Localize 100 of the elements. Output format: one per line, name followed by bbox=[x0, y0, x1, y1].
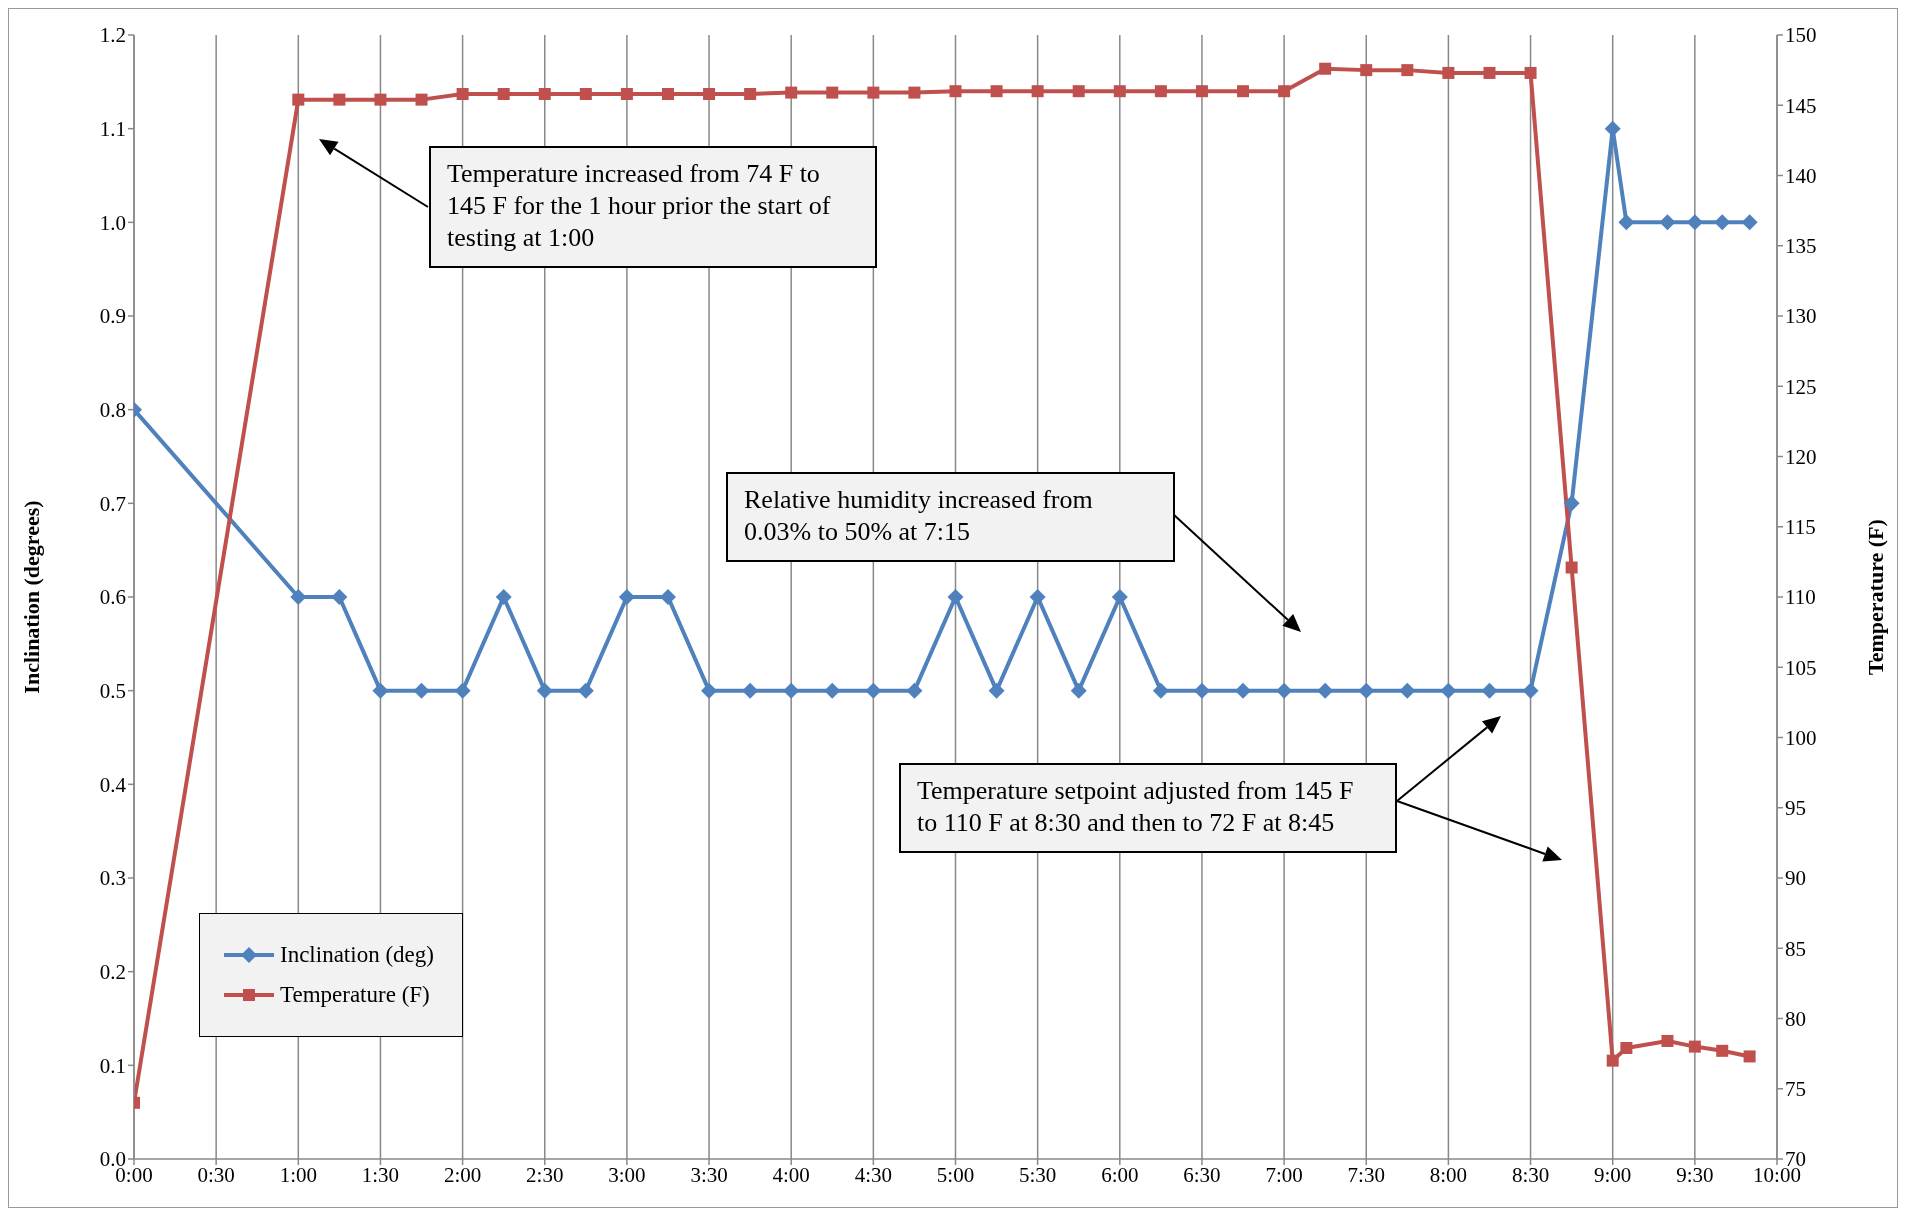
point bbox=[1113, 85, 1126, 98]
x-tick-label: 2:30 bbox=[526, 1162, 564, 1187]
x-tick-label: 5:00 bbox=[936, 1162, 975, 1187]
point bbox=[701, 682, 718, 699]
point bbox=[1440, 682, 1457, 699]
point bbox=[1563, 495, 1580, 512]
point bbox=[456, 88, 469, 101]
point bbox=[1716, 1044, 1729, 1057]
y2-tick-label: 75 bbox=[1785, 1077, 1806, 1102]
point bbox=[1029, 589, 1046, 605]
point bbox=[1620, 1042, 1633, 1055]
legend-label: Temperature (F) bbox=[280, 982, 430, 1008]
point bbox=[1276, 682, 1293, 699]
point bbox=[1278, 85, 1291, 98]
y2-tick-label: 150 bbox=[1785, 23, 1817, 48]
x-tick-label: 4:00 bbox=[772, 1162, 810, 1187]
y2-tick-label: 85 bbox=[1785, 936, 1806, 961]
y-tick-label: 0.2 bbox=[99, 960, 126, 985]
x-tick-label: 7:00 bbox=[1265, 1162, 1303, 1187]
point bbox=[579, 88, 592, 101]
point bbox=[906, 682, 923, 699]
y2-tick-label: 130 bbox=[1785, 304, 1817, 329]
point bbox=[949, 85, 962, 98]
point bbox=[1743, 1050, 1756, 1063]
point bbox=[1237, 85, 1250, 98]
y2-tick-label: 95 bbox=[1785, 796, 1806, 821]
y2-tick-label: 125 bbox=[1785, 374, 1817, 399]
point bbox=[1401, 64, 1414, 77]
point bbox=[1193, 682, 1210, 699]
point bbox=[413, 682, 430, 699]
x-tick-label: 7:30 bbox=[1347, 1162, 1385, 1187]
point bbox=[947, 589, 964, 605]
x-tick-label: 6:30 bbox=[1183, 1162, 1221, 1187]
point bbox=[783, 682, 800, 699]
y2-tick-label: 105 bbox=[1785, 655, 1817, 680]
point bbox=[1606, 1054, 1619, 1067]
point bbox=[1524, 66, 1537, 79]
point bbox=[495, 589, 512, 605]
point bbox=[577, 682, 594, 699]
y2-axis-title: Temperature (F) bbox=[1862, 519, 1888, 675]
point bbox=[1031, 85, 1044, 98]
point bbox=[1483, 66, 1496, 79]
y-tick-label: 0.7 bbox=[99, 491, 126, 516]
point bbox=[1399, 682, 1416, 699]
point bbox=[290, 589, 307, 605]
point bbox=[1659, 214, 1676, 231]
point bbox=[744, 88, 757, 101]
point bbox=[1152, 682, 1169, 699]
point bbox=[536, 682, 553, 699]
point bbox=[1154, 85, 1167, 98]
point bbox=[988, 682, 1005, 699]
point bbox=[661, 88, 674, 101]
point bbox=[292, 93, 305, 106]
point bbox=[415, 93, 428, 106]
y-axis-title: Inclination (degrees) bbox=[18, 500, 44, 694]
point bbox=[497, 88, 510, 101]
x-tick-label: 2:00 bbox=[443, 1162, 482, 1187]
y-tick-label: 1.1 bbox=[99, 117, 126, 142]
point bbox=[867, 86, 880, 99]
x-tick-label: 3:30 bbox=[690, 1162, 728, 1187]
y-tick-label: 0.6 bbox=[99, 585, 126, 610]
x-tick-label: 9:30 bbox=[1676, 1162, 1714, 1187]
point bbox=[1604, 120, 1621, 137]
y-tick-label: 0.4 bbox=[99, 772, 127, 797]
point bbox=[1686, 214, 1703, 231]
x-tick-label: 3:00 bbox=[608, 1162, 646, 1187]
y-tick-label: 1.0 bbox=[99, 210, 126, 235]
point bbox=[618, 589, 635, 605]
point bbox=[1319, 62, 1332, 75]
point bbox=[454, 682, 471, 699]
point bbox=[1688, 1040, 1701, 1053]
x-tick-label: 5:30 bbox=[1018, 1162, 1057, 1187]
y2-tick-label: 110 bbox=[1785, 585, 1816, 610]
x-tick-label: 9:00 bbox=[1594, 1162, 1632, 1187]
point bbox=[742, 682, 759, 699]
point bbox=[1072, 85, 1085, 98]
y2-tick-label: 115 bbox=[1785, 515, 1816, 540]
x-tick-label: 4:30 bbox=[854, 1162, 893, 1187]
y-tick-label: 0.5 bbox=[99, 679, 126, 704]
point bbox=[620, 88, 633, 101]
point bbox=[331, 589, 348, 605]
point bbox=[1661, 1034, 1674, 1047]
point bbox=[1317, 682, 1334, 699]
point bbox=[333, 93, 346, 106]
x-tick-label: 8:30 bbox=[1511, 1162, 1550, 1187]
point bbox=[1618, 214, 1635, 231]
point bbox=[826, 86, 839, 99]
point bbox=[1111, 589, 1128, 605]
point bbox=[1442, 66, 1455, 79]
point bbox=[908, 86, 921, 99]
point bbox=[1358, 682, 1375, 699]
point bbox=[372, 682, 389, 699]
point bbox=[865, 682, 882, 699]
y2-tick-label: 120 bbox=[1785, 444, 1817, 469]
y2-tick-label: 80 bbox=[1785, 1006, 1806, 1031]
y-tick-label: 0.1 bbox=[99, 1053, 126, 1078]
point bbox=[1522, 682, 1539, 699]
point bbox=[1070, 682, 1087, 699]
x-tick-label: 6:00 bbox=[1101, 1162, 1139, 1187]
point bbox=[1360, 64, 1373, 77]
